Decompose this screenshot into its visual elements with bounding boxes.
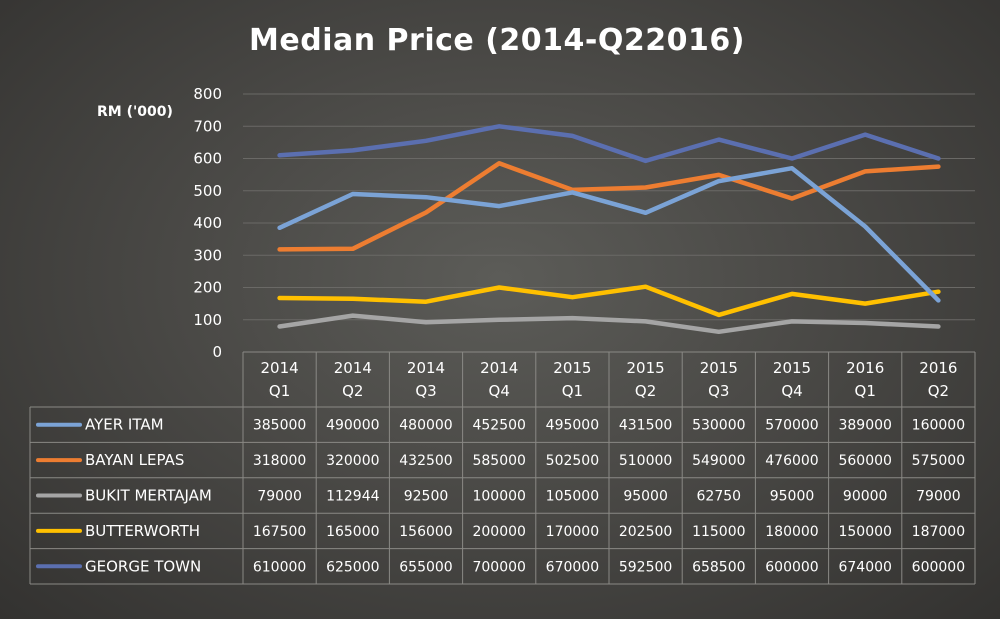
category-year-label: 2015	[773, 359, 811, 377]
table-cell-value: 560000	[838, 453, 891, 469]
series-line-bukit-mertajam	[277, 313, 941, 335]
series-lines	[277, 124, 941, 335]
series-line-bayan-lepas	[277, 161, 941, 252]
table-cell-value: 432500	[399, 453, 452, 469]
y-tick-label: 800	[193, 85, 222, 103]
table-cell-value: 95000	[770, 489, 815, 505]
category-quarter-label: Q1	[562, 382, 583, 400]
table-cell-value: 95000	[623, 489, 668, 505]
table-cell-value: 200000	[472, 524, 525, 540]
table-cell-value: 549000	[692, 453, 745, 469]
category-year-label: 2016	[919, 359, 957, 377]
category-year-label: 2015	[553, 359, 591, 377]
category-quarter-label: Q4	[489, 382, 510, 400]
y-tick-label: 0	[212, 343, 222, 361]
table-cell-value: 112944	[326, 489, 380, 505]
series-name-label: BAYAN LEPAS	[85, 451, 184, 469]
category-quarter-label: Q4	[781, 382, 802, 400]
table-cell-value: 115000	[692, 524, 745, 540]
table-cell-value: 585000	[472, 453, 525, 469]
table-cell-value: 180000	[765, 524, 818, 540]
series-line-george-town	[277, 124, 941, 164]
y-axis-label: RM ('000)	[97, 104, 173, 120]
y-tick-label: 600	[193, 150, 222, 168]
table-cell-value: 160000	[912, 418, 965, 434]
table-cell-value: 495000	[546, 418, 599, 434]
table-cell-value: 490000	[326, 418, 379, 434]
table-cell-value: 592500	[619, 559, 672, 575]
category-quarter-label: Q3	[708, 382, 729, 400]
series-name-label: GEORGE TOWN	[85, 557, 201, 575]
table-cell-value: 385000	[253, 418, 306, 434]
chart-title: Median Price (2014-Q22016)	[249, 23, 745, 58]
series-line-ayer-itam	[277, 165, 941, 303]
category-year-label: 2015	[700, 359, 738, 377]
table-cell-value: 318000	[253, 453, 306, 469]
series-name-label: BUKIT MERTAJAM	[85, 487, 212, 505]
table-cell-value: 510000	[619, 453, 672, 469]
table-cell-value: 90000	[843, 489, 888, 505]
table-cell-value: 570000	[765, 418, 818, 434]
table-cell-value: 202500	[619, 524, 672, 540]
table-cell-value: 79000	[916, 489, 961, 505]
category-year-label: 2014	[480, 359, 518, 377]
category-year-label: 2016	[846, 359, 884, 377]
table-cell-value: 700000	[472, 559, 525, 575]
category-quarter-label: Q1	[269, 382, 290, 400]
table-cell-value: 150000	[838, 524, 891, 540]
table-cell-value: 655000	[399, 559, 452, 575]
table-cell-value: 92500	[404, 489, 449, 505]
y-tick-label: 100	[193, 311, 222, 329]
table-cell-value: 320000	[326, 453, 379, 469]
table-cell-value: 431500	[619, 418, 672, 434]
table-cell-value: 167500	[253, 524, 306, 540]
category-quarter-label: Q1	[855, 382, 876, 400]
table-cell-value: 100000	[472, 489, 525, 505]
y-tick-label: 700	[193, 117, 222, 135]
table-cell-value: 530000	[692, 418, 745, 434]
table-cell-value: 658500	[692, 559, 745, 575]
table-cell-value: 575000	[912, 453, 965, 469]
category-quarter-label: Q2	[928, 382, 949, 400]
table-cell-value: 452500	[472, 418, 525, 434]
y-axis-ticks: 0 100 200 300 400 500 600 700 800	[193, 85, 222, 361]
table-cell-value: 480000	[399, 418, 452, 434]
table-cell-value: 187000	[912, 524, 965, 540]
table-cell-value: 165000	[326, 524, 379, 540]
table-cell-value: 502500	[546, 453, 599, 469]
table-cell-value: 156000	[399, 524, 452, 540]
category-year-label: 2014	[407, 359, 445, 377]
series-name-label: BUTTERWORTH	[85, 522, 200, 540]
table-cell-value: 170000	[546, 524, 599, 540]
table-cell-value: 674000	[838, 559, 891, 575]
category-year-label: 2014	[261, 359, 299, 377]
category-quarter-label: Q3	[415, 382, 436, 400]
table-cell-value: 625000	[326, 559, 379, 575]
y-tick-label: 400	[193, 214, 222, 232]
gridlines	[243, 93, 975, 321]
table-cell-value: 62750	[697, 489, 742, 505]
category-year-label: 2014	[334, 359, 372, 377]
table-cell-value: 670000	[546, 559, 599, 575]
table-cell-value: 600000	[765, 559, 818, 575]
category-year-label: 2015	[627, 359, 665, 377]
y-tick-label: 200	[193, 279, 222, 297]
category-quarter-label: Q2	[635, 382, 656, 400]
table-cell-value: 105000	[546, 489, 599, 505]
series-line-butterworth	[277, 284, 941, 318]
y-tick-label: 300	[193, 246, 222, 264]
series-name-label: AYER ITAM	[85, 416, 164, 434]
category-quarter-label: Q2	[342, 382, 363, 400]
table-cell-value: 600000	[912, 559, 965, 575]
table-cell-value: 610000	[253, 559, 306, 575]
table-cell-value: 79000	[257, 489, 302, 505]
y-tick-label: 500	[193, 182, 222, 200]
table-cell-value: 476000	[765, 453, 818, 469]
table-cell-value: 389000	[838, 418, 891, 434]
data-table: 2014 Q1 2014 Q2 2014 Q3 2014 Q4 2015 Q1 2015 Q2 2015…	[29, 351, 976, 585]
